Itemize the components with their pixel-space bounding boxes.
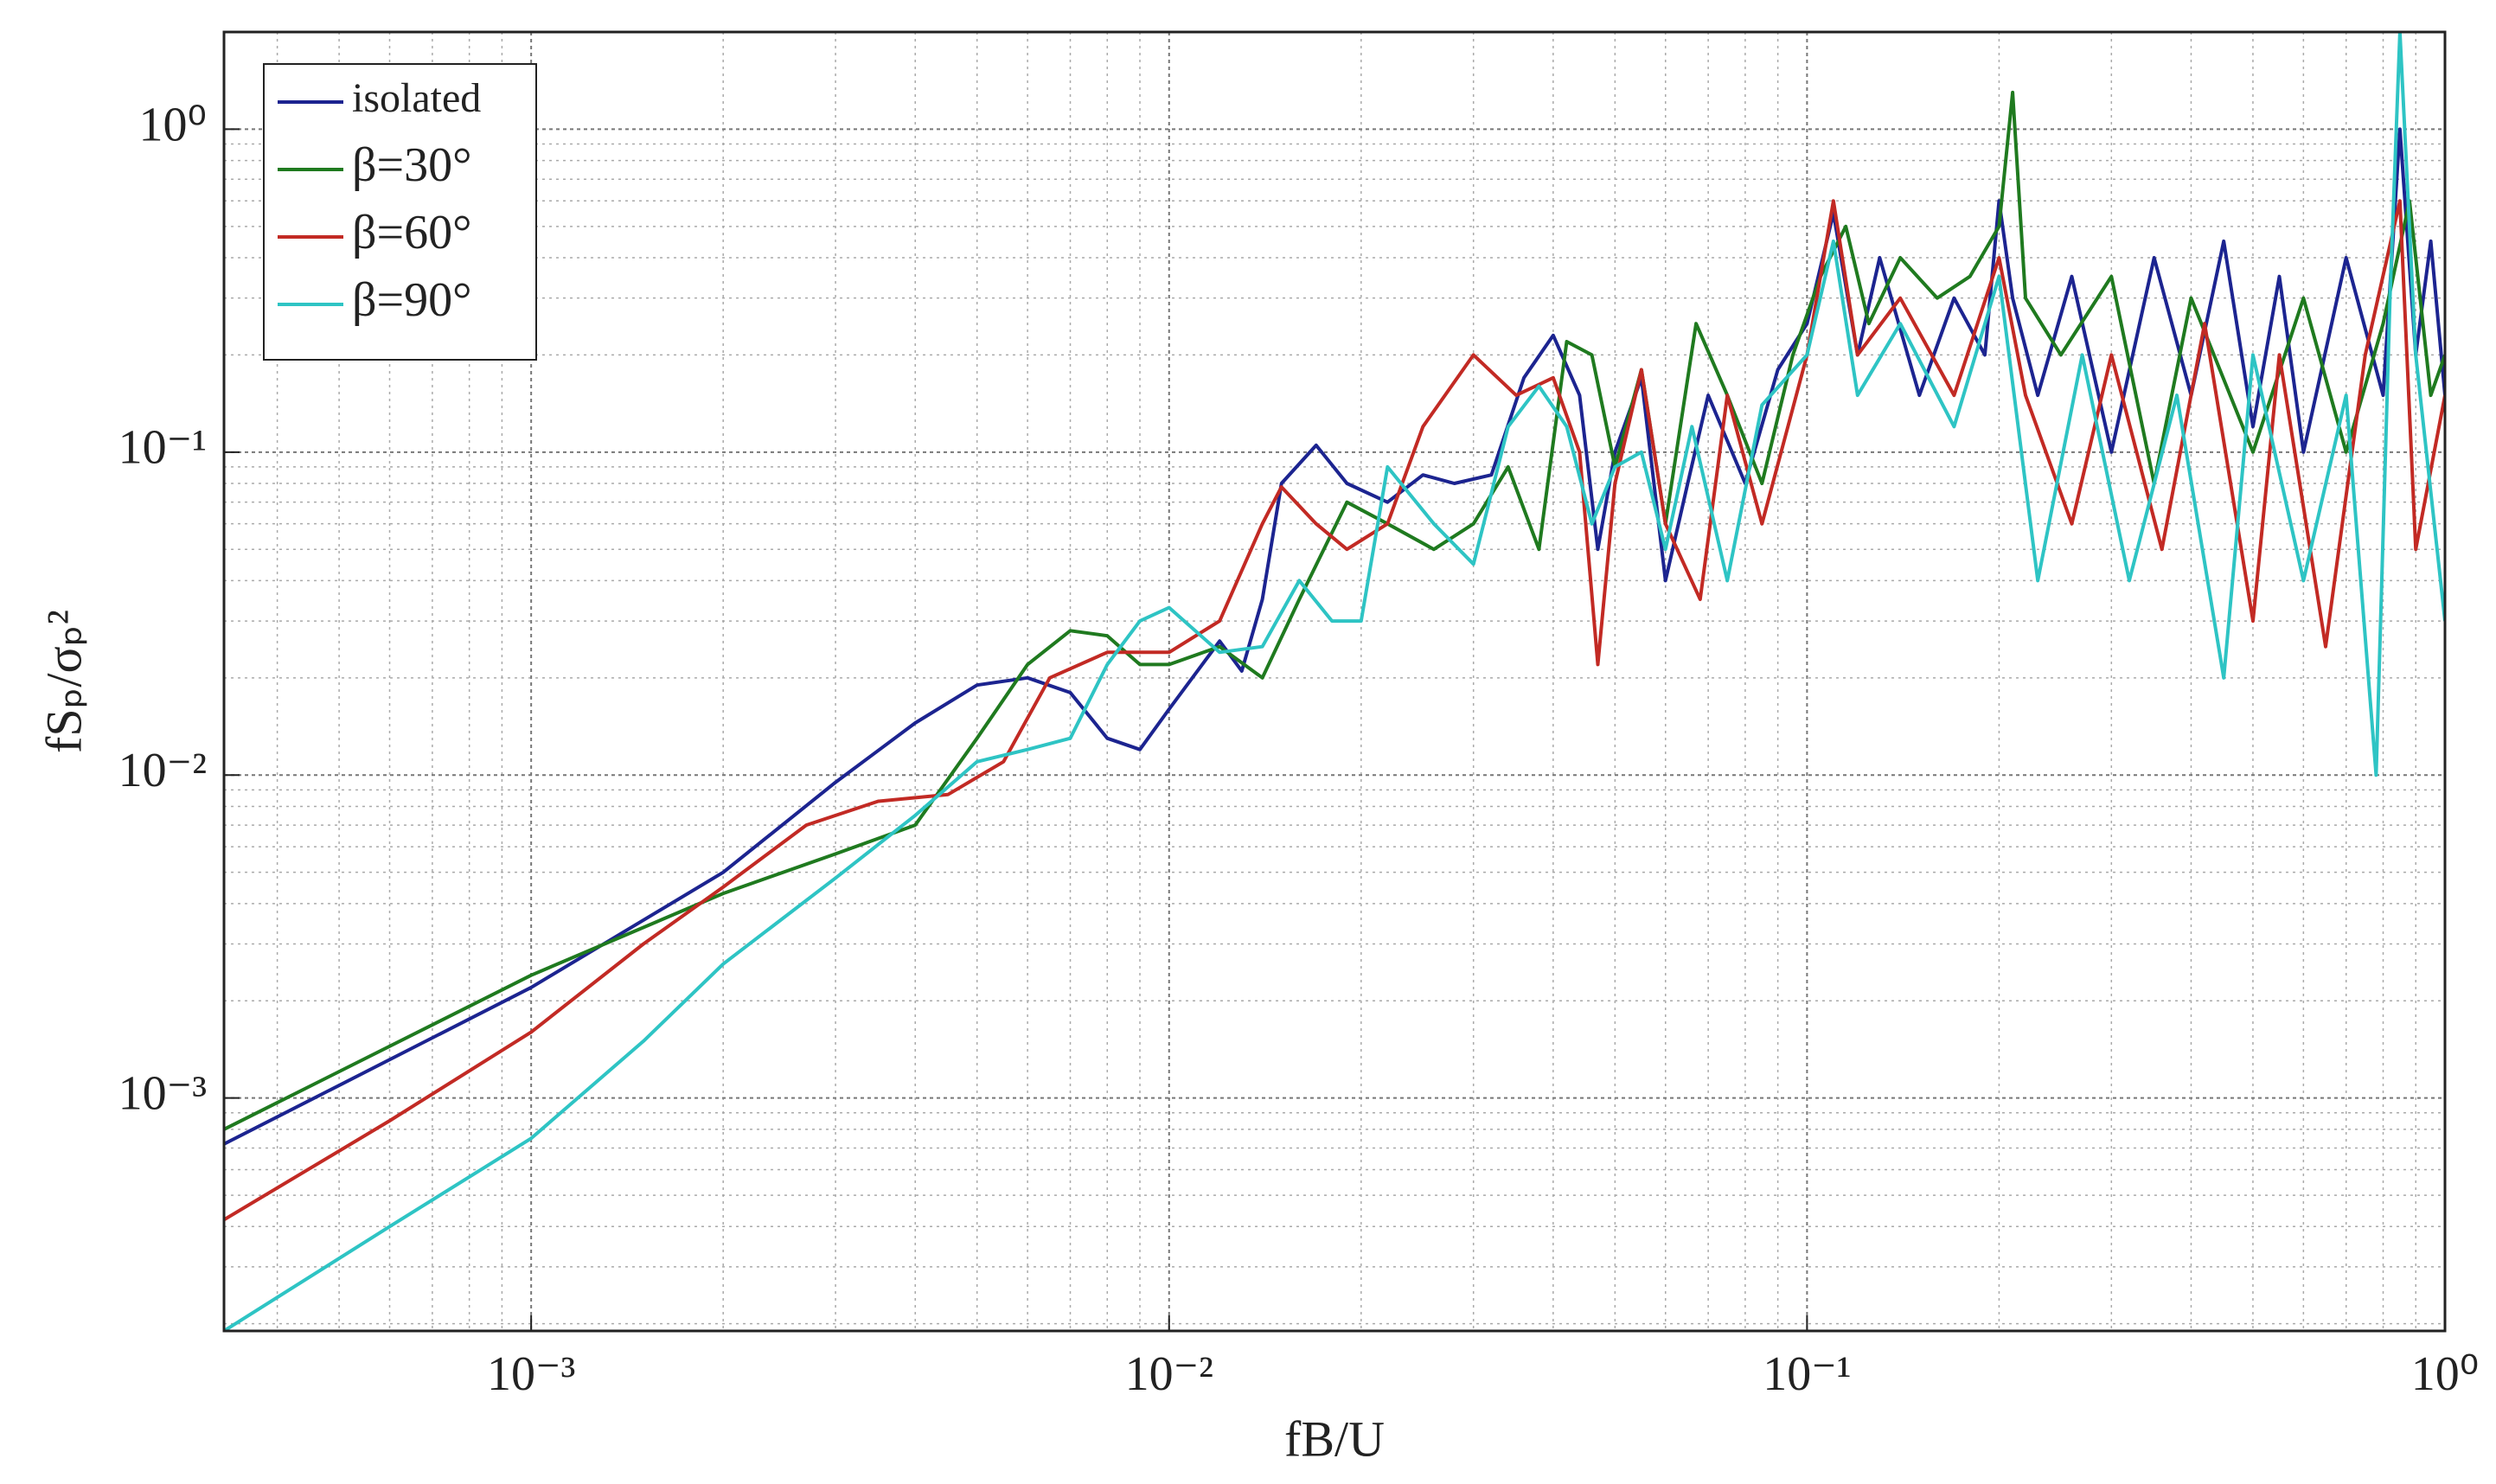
y-tick-label: 10⁻² <box>118 744 207 797</box>
series-line <box>224 199 2445 1222</box>
x-tick-label: 10⁰ <box>2411 1347 2479 1401</box>
legend-label: isolated <box>352 75 481 121</box>
series-line <box>224 32 2445 1331</box>
x-tick-label: 10⁻¹ <box>1763 1347 1851 1401</box>
lines <box>224 32 2445 1331</box>
plot-frame <box>222 30 2447 1333</box>
legend-box <box>263 63 537 361</box>
x-tick-label: 10⁻² <box>1125 1347 1213 1401</box>
x-tick-label: 10⁻³ <box>487 1347 575 1401</box>
y-tick-label: 10⁻¹ <box>118 421 207 475</box>
series-line <box>224 127 2445 1146</box>
y-axis-label: fSₚ/σₚ² <box>35 610 92 753</box>
y-tick-label: 10⁻³ <box>118 1067 207 1121</box>
x-axis-label: fB/U <box>1284 1410 1385 1467</box>
legend-label: β=60° <box>352 206 471 259</box>
legend-label: β=90° <box>352 273 471 327</box>
legend-label: β=30° <box>352 138 471 192</box>
y-tick-label: 10⁰ <box>139 98 207 151</box>
legend: isolated β=30° β=60° β=90° <box>263 63 537 361</box>
plot-area <box>224 32 2445 1331</box>
